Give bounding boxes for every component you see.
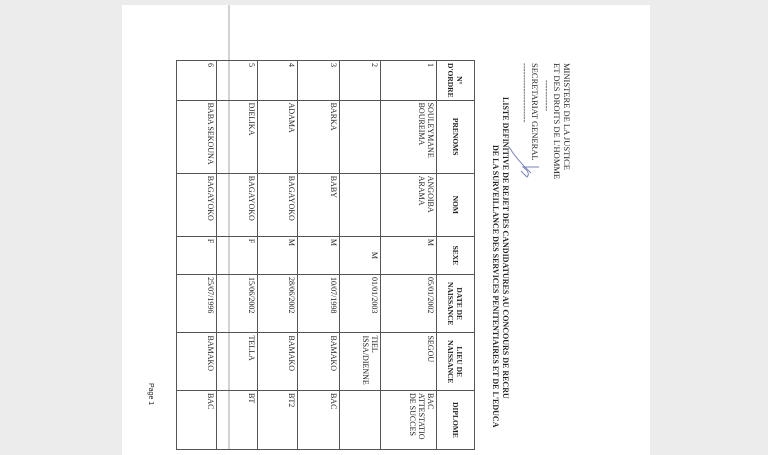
- cell-num: 1: [380, 60, 437, 101]
- signature: [508, 146, 539, 178]
- cell-num: 5: [216, 60, 258, 101]
- cell-lieu: TELLA: [216, 332, 258, 391]
- cell-sexe: M: [380, 236, 437, 275]
- ministry-line2: ET DES DROITS DE L'HOMME: [552, 63, 562, 180]
- page-number: Page 1: [147, 383, 154, 406]
- cell-num: 6: [176, 60, 217, 101]
- cell-nom: BAGAYOKO: [176, 173, 217, 237]
- cell-num: 4: [257, 60, 298, 101]
- document-title-line1: LISTE DEFINITIVE DE REJET DES CANDIDATUR…: [501, 97, 510, 399]
- col-header: LIEU DE NAISSANCE: [436, 332, 475, 391]
- separator: -----------: [542, 80, 552, 112]
- cell-date: 15/06/2002: [216, 274, 258, 333]
- cell-lieu: BAMAKO: [257, 332, 298, 391]
- table-header-row: N° D'ORDRE PRENOMS NOM SEXE DATE DE NAIS…: [436, 60, 475, 450]
- cell-nom: BAGAYOKO: [257, 173, 298, 237]
- col-header: SEXE: [436, 236, 475, 275]
- separator2: ---------------------: [520, 63, 530, 123]
- table-row: 5 DJELIKA BAGAYOKO F 15/06/2002 TELLA BT: [216, 60, 258, 450]
- cell-prenoms: BABA SEKOUNA: [176, 100, 217, 174]
- cell-date: 10/07/1998: [297, 274, 340, 333]
- cell-nom: [339, 173, 381, 237]
- cell-sexe: F: [176, 236, 217, 275]
- table-row: 2 M 01/01/2003 TIEL ISSA/DIENNE: [339, 60, 381, 450]
- cell-prenoms: DJELIKA: [216, 100, 258, 174]
- cell-lieu: BAMAKO: [297, 332, 340, 391]
- ministry-line1: MINISTERE DE LA JUSTICE: [562, 63, 572, 170]
- rotated-document-content: MINISTERE DE LA JUSTICE ET DES DROITS DE…: [122, 5, 650, 450]
- col-header: DATE DE NAISSANCE: [436, 274, 475, 333]
- table-row: 6 BABA SEKOUNA BAGAYOKO F 25/07/1996 BAMAKO BA…: [176, 60, 217, 450]
- cell-prenoms: SOULEYMANE BOUREIMA: [380, 100, 437, 174]
- document-page: [122, 5, 650, 455]
- scan-artifact-line: [228, 5, 230, 450]
- cell-diplome: BAC ATTESTATIO DE SUCCES: [380, 390, 437, 450]
- cell-diplome: BAC: [176, 390, 217, 450]
- rejection-table: N° D'ORDRE PRENOMS NOM SEXE DATE DE NAIS…: [176, 60, 475, 450]
- cell-lieu: SEGOU: [380, 332, 437, 391]
- table-row: 4 ADAMA BAGAYOKO M 28/06/2002 BAMAKO BT2: [257, 60, 298, 450]
- col-header: PRENOMS: [436, 100, 475, 174]
- cell-diplome: BT2: [257, 390, 298, 450]
- cell-num: 2: [339, 60, 381, 101]
- cell-prenoms: ADAMA: [257, 100, 298, 174]
- cell-sexe: M: [257, 236, 298, 275]
- col-header: NOM: [436, 173, 475, 237]
- cell-date: 28/06/2002: [257, 274, 298, 333]
- cell-diplome: BAC: [297, 390, 340, 450]
- cell-sexe: M: [297, 236, 340, 275]
- cell-lieu: TIEL ISSA/DIENNE: [339, 332, 381, 391]
- cell-sexe: M: [339, 236, 381, 275]
- cell-nom: BABY: [297, 173, 340, 237]
- cell-num: 3: [297, 60, 340, 101]
- cell-prenoms: BARKA: [297, 100, 340, 174]
- cell-prenoms: [339, 100, 381, 174]
- cell-diplome: [339, 390, 381, 450]
- document-title-line2: DE LA SURVEILLANCE DES SERVICES PENITENT…: [491, 145, 500, 428]
- col-header: N° D'ORDRE: [436, 60, 475, 101]
- cell-diplome: BT: [216, 390, 258, 450]
- col-header: DIPLOME: [436, 390, 475, 450]
- table-row: 1 SOULEYMANE BOUREIMA ANGOIBA ARAMA M 05/01/…: [380, 60, 437, 450]
- cell-date: 05/01/2002: [380, 274, 437, 333]
- cell-nom: ANGOIBA ARAMA: [380, 173, 437, 237]
- cell-sexe: F: [216, 236, 258, 275]
- table-row: 3 BARKA BABY M 10/07/1998 BAMAKO BAC: [297, 60, 340, 450]
- cell-nom: BAGAYOKO: [216, 173, 258, 237]
- cell-date: 01/01/2003: [339, 274, 381, 333]
- cell-lieu: BAMAKO: [176, 332, 217, 391]
- cell-date: 25/07/1996: [176, 274, 217, 333]
